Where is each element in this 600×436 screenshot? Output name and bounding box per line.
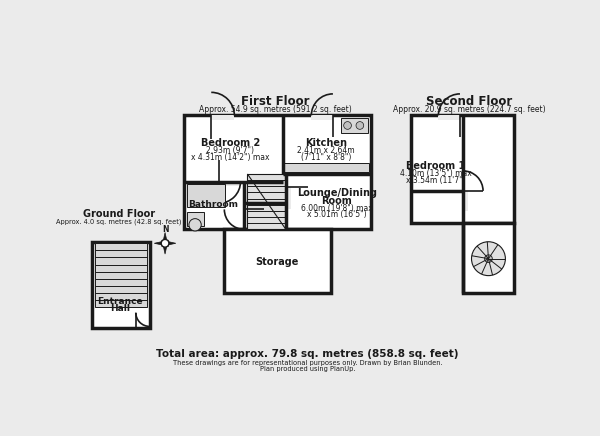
Bar xyxy=(341,118,368,133)
Text: Second Floor: Second Floor xyxy=(426,95,512,108)
Bar xyxy=(244,189,249,209)
Text: Bathroom: Bathroom xyxy=(188,200,239,209)
Text: Approx. 54.9 sq. metres (591.2 sq. feet): Approx. 54.9 sq. metres (591.2 sq. feet) xyxy=(199,105,352,114)
Bar xyxy=(311,115,333,120)
Text: Total area: approx. 79.8 sq. metres (858.8 sq. feet): Total area: approx. 79.8 sq. metres (858… xyxy=(156,349,459,359)
Text: Hall: Hall xyxy=(110,304,130,313)
Text: 2.41m x 2.64m: 2.41m x 2.64m xyxy=(297,146,355,155)
Circle shape xyxy=(161,239,169,247)
Text: These drawings are for representational purposes only. Drawn by Brian Blunden.: These drawings are for representational … xyxy=(173,360,442,366)
Text: 4.10m (13'5") max: 4.10m (13'5") max xyxy=(400,170,472,178)
Text: Storage: Storage xyxy=(255,257,298,267)
Text: Lounge/Dining: Lounge/Dining xyxy=(297,188,377,198)
Text: Bedroom 1: Bedroom 1 xyxy=(406,161,466,171)
Text: Ground Floor: Ground Floor xyxy=(83,209,155,219)
Bar xyxy=(463,223,514,293)
Circle shape xyxy=(344,122,352,129)
Polygon shape xyxy=(162,240,168,254)
Bar xyxy=(187,184,225,207)
Text: Plan produced using PlanUp.: Plan produced using PlanUp. xyxy=(260,366,355,372)
Circle shape xyxy=(356,122,364,129)
Bar xyxy=(187,212,203,226)
Text: x 3.54m (11'7"): x 3.54m (11'7") xyxy=(406,176,466,184)
Text: (7'11" x 8'8"): (7'11" x 8'8") xyxy=(301,153,351,162)
Text: Bedroom 2: Bedroom 2 xyxy=(201,138,260,148)
Bar xyxy=(439,115,460,120)
Polygon shape xyxy=(162,240,176,246)
Bar xyxy=(462,191,467,211)
Bar xyxy=(224,229,331,293)
Polygon shape xyxy=(154,240,168,246)
Text: N: N xyxy=(162,225,168,234)
Text: x 4.31m (14'2") max: x 4.31m (14'2") max xyxy=(191,153,270,162)
Polygon shape xyxy=(162,232,168,246)
Bar xyxy=(92,242,149,328)
Bar xyxy=(219,181,241,186)
Text: Approx. 20.9 sq. metres (224.7 sq. feet): Approx. 20.9 sq. metres (224.7 sq. feet) xyxy=(393,105,545,114)
Text: Approx. 4.0 sq. metres (42.8 sq. feet): Approx. 4.0 sq. metres (42.8 sq. feet) xyxy=(56,218,182,225)
Circle shape xyxy=(485,255,492,262)
Text: x 5.01m (16'5"): x 5.01m (16'5") xyxy=(307,210,367,219)
Bar xyxy=(247,174,286,229)
Circle shape xyxy=(189,218,201,231)
Bar xyxy=(412,116,514,223)
Bar xyxy=(285,187,290,209)
Text: Room: Room xyxy=(322,196,352,206)
Bar xyxy=(211,115,235,120)
Text: 6.00m (19'8") max: 6.00m (19'8") max xyxy=(301,204,373,213)
Bar xyxy=(184,116,371,229)
Bar xyxy=(284,163,369,173)
Text: 2.93m (9'7"): 2.93m (9'7") xyxy=(206,146,254,155)
Circle shape xyxy=(472,242,505,276)
Text: Entrance: Entrance xyxy=(98,297,143,307)
Text: Kitchen: Kitchen xyxy=(305,138,347,148)
Bar xyxy=(95,243,146,307)
Text: First Floor: First Floor xyxy=(241,95,310,108)
